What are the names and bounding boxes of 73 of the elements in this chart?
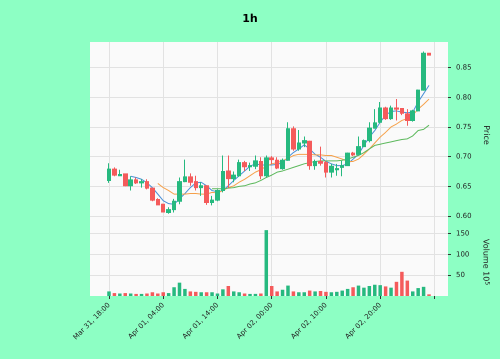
bar [313, 291, 317, 296]
bar [156, 293, 160, 296]
bar [232, 291, 236, 296]
bar [302, 292, 306, 296]
bar [384, 286, 388, 296]
bar [166, 293, 170, 296]
bar [308, 290, 312, 296]
bar [259, 293, 263, 296]
bar [389, 288, 393, 296]
bar [128, 293, 132, 296]
candlestick [351, 151, 355, 157]
bar [226, 286, 230, 296]
bar [378, 285, 382, 296]
bar [406, 280, 410, 296]
candlestick [123, 172, 128, 187]
candlestick [226, 155, 231, 189]
bar [346, 288, 350, 296]
bar [172, 287, 176, 296]
bar [410, 291, 414, 296]
bar [400, 272, 404, 296]
candlestick [275, 156, 279, 170]
candlestick [269, 156, 274, 164]
bar [199, 292, 203, 296]
bar [292, 291, 296, 296]
candlestick [112, 166, 117, 177]
bar [188, 291, 192, 296]
candlestick [134, 176, 138, 185]
bar [242, 293, 246, 296]
candlestick [199, 182, 203, 196]
bar [394, 282, 398, 296]
bar [270, 286, 274, 296]
bar [335, 292, 339, 296]
bar [112, 293, 116, 296]
bar [107, 291, 111, 296]
bar [150, 292, 154, 296]
bar [368, 286, 372, 296]
line-series [130, 84, 430, 205]
bar [145, 293, 149, 296]
bar [422, 286, 426, 296]
y-axis-title: Price [482, 125, 491, 145]
bar [297, 292, 301, 296]
candlestick [128, 176, 133, 192]
bar [124, 293, 128, 296]
candlestick [264, 155, 269, 178]
bar [221, 289, 225, 296]
candlestick [427, 52, 431, 56]
bar [204, 292, 208, 296]
bar [264, 230, 268, 296]
bar [237, 292, 241, 296]
bar [340, 290, 344, 296]
bar [351, 287, 355, 296]
bar [330, 292, 334, 296]
candlestick [291, 126, 296, 152]
candlestick [259, 156, 263, 180]
candlestick [139, 178, 144, 188]
candlestick [383, 106, 388, 120]
candlestick [313, 159, 317, 170]
chart-title: 1h [242, 12, 258, 25]
bar [194, 292, 198, 296]
candlestick [389, 105, 393, 120]
line-series [157, 98, 430, 195]
candlestick [242, 160, 247, 172]
bar [416, 288, 420, 296]
candlestick [107, 162, 111, 184]
candlestick [378, 102, 382, 124]
bar [118, 293, 122, 296]
candlestick [204, 184, 209, 206]
line-series [212, 124, 430, 190]
candlestick [118, 169, 122, 177]
bar [373, 284, 377, 296]
candlestick [307, 140, 312, 170]
bar [275, 291, 279, 296]
bar [161, 292, 165, 296]
